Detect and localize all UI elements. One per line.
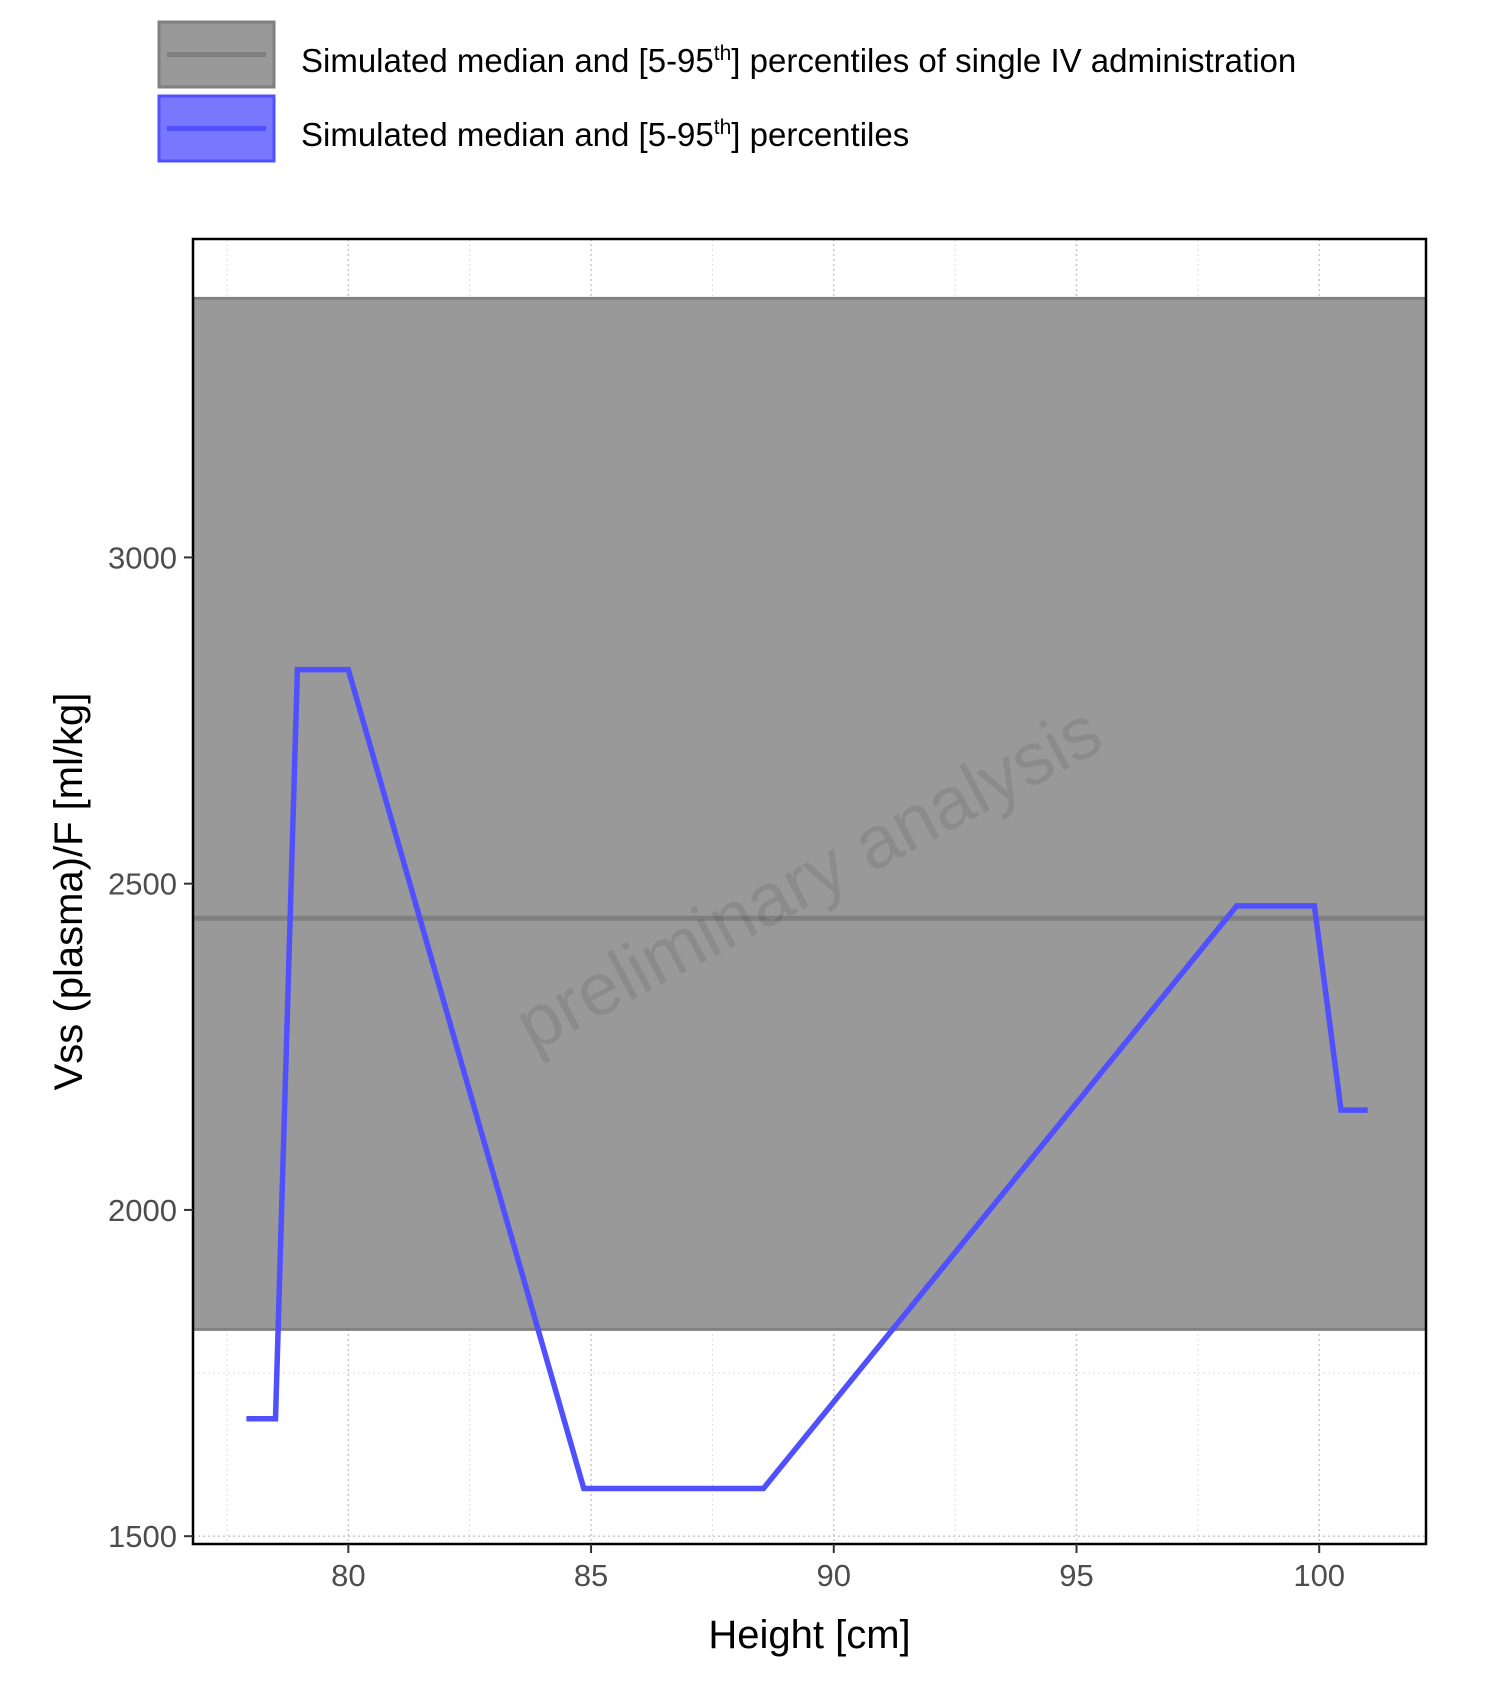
legend-label-1: Simulated median and [5-95th] percentile… bbox=[301, 42, 1296, 79]
y-tick-label: 3000 bbox=[108, 540, 177, 575]
y-tick-label: 1500 bbox=[108, 1519, 177, 1554]
plot-panel: preliminary analysis bbox=[191, 237, 1428, 1546]
series-layer bbox=[246, 666, 1368, 1492]
x-tick-label: 90 bbox=[817, 1558, 851, 1593]
legend: Simulated median and [5-95th] percentile… bbox=[157, 20, 1296, 163]
reference-band-area bbox=[193, 298, 1426, 1330]
y-axis: 1500 2000 2500 3000 bbox=[108, 540, 193, 1554]
y-axis-title: Vss (plasma)/F [ml/kg] bbox=[47, 693, 91, 1091]
x-tick-label: 95 bbox=[1059, 1558, 1093, 1593]
panel-border bbox=[191, 237, 1428, 1546]
x-axis-title: Height [cm] bbox=[708, 1613, 910, 1657]
y-tick-label: 2500 bbox=[108, 867, 177, 902]
x-tick-label: 85 bbox=[574, 1558, 608, 1593]
x-tick-label: 80 bbox=[331, 1558, 365, 1593]
simulated-median-line bbox=[246, 666, 1368, 1492]
legend-label-2: Simulated median and [5-95th] percentile… bbox=[301, 116, 909, 153]
x-tick-label: 100 bbox=[1293, 1558, 1345, 1593]
reference-band-layer bbox=[193, 296, 1426, 1331]
y-tick-label: 2000 bbox=[108, 1193, 177, 1228]
x-axis: 80 85 90 95 100 bbox=[331, 1544, 1345, 1593]
